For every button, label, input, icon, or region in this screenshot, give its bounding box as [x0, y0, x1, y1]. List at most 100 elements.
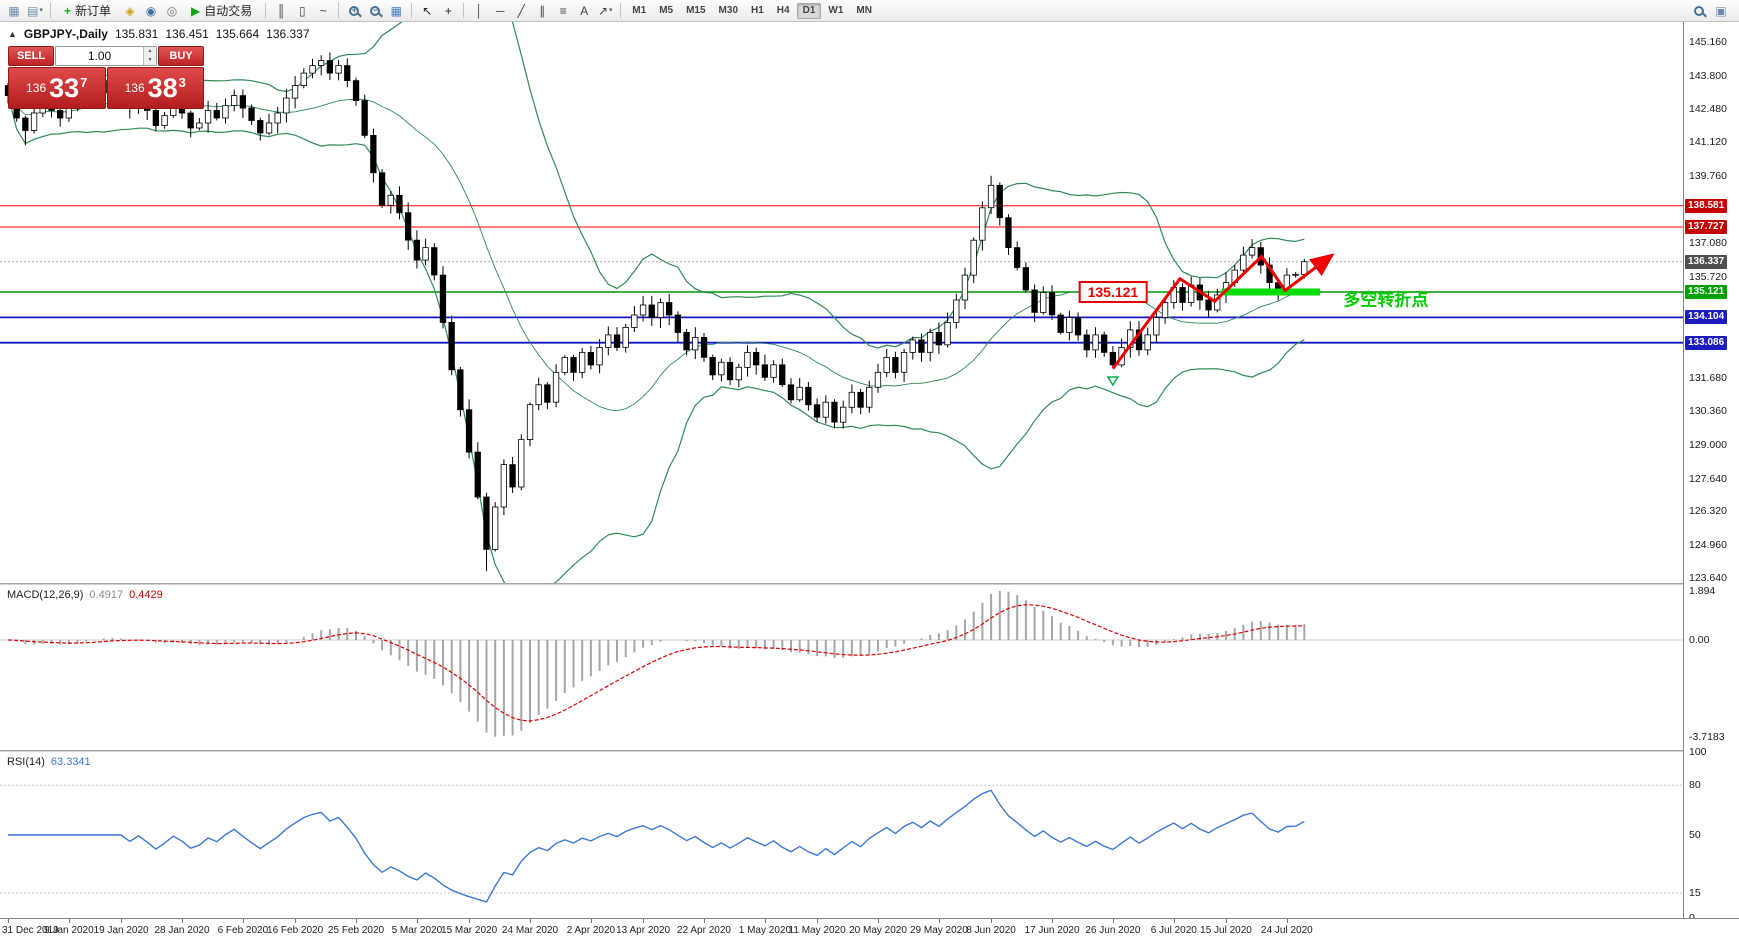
date-tick — [1052, 919, 1053, 923]
tile-windows-icon[interactable]: ▦ — [390, 3, 402, 18]
new-window-icon[interactable]: ▣ — [1715, 3, 1727, 18]
sell-price-button[interactable]: 136 33 7 — [8, 67, 106, 109]
new-chart-icon[interactable]: ▦ — [8, 3, 20, 18]
new-order-button[interactable]: + 新订单 — [64, 3, 112, 19]
rsi-axis-label: 50 — [1689, 829, 1701, 841]
rsi-value: 63.3341 — [50, 756, 91, 768]
macd-signal-line — [7, 604, 1305, 722]
rsi-axis-label: 15 — [1689, 887, 1701, 900]
date-label: 31 Dec 2019 — [2, 925, 59, 936]
date-tick — [1112, 919, 1114, 923]
date-axis[interactable]: 31 Dec 2019 9 Jan 2020 19 Jan 2020 28 Jan 2… — [0, 918, 1739, 942]
text-tool-icon[interactable]: A — [580, 3, 589, 18]
price-tick-label: 135.720 — [1689, 271, 1727, 284]
timeframe-mn[interactable]: MN — [856, 4, 872, 16]
search-icon[interactable] — [1689, 1, 1709, 20]
macd-name: MACD(12,26,9) — [7, 589, 84, 601]
arrows-tool-icon[interactable]: ↗ ▾ — [597, 3, 613, 18]
buy-price-prefix: 136 — [124, 81, 145, 95]
fibonacci-tool-icon[interactable]: ≡ — [559, 3, 567, 18]
line-chart-mode-icon[interactable]: ~ — [319, 3, 327, 18]
date-label: 22 Apr 2020 — [677, 925, 731, 936]
date-label: 6 Feb 2020 — [217, 925, 269, 936]
bar-chart-mode-icon[interactable]: ║ — [277, 3, 286, 18]
vertical-line-tool-icon[interactable]: │ — [475, 3, 484, 18]
market-watch-icon[interactable]: ◈ — [125, 3, 135, 18]
date-tick — [817, 919, 819, 923]
support-price-label[interactable]: 135.121 — [1078, 281, 1148, 303]
price-axis[interactable]: 145.160 143.800 142.480 141.120 139.760 137.0… — [1683, 22, 1739, 924]
rsi-name: RSI(14) — [7, 756, 45, 768]
date-label: 19 Jan 2020 — [93, 925, 149, 936]
zoom-in-icon[interactable]: + — [344, 1, 364, 20]
timeframe-m1[interactable]: M1 — [632, 4, 647, 16]
date-label: 15 Mar 2020 — [441, 925, 498, 936]
chart-title: ▲ GBPJPY-,Daily 135.831 136.451 135.664 … — [8, 27, 310, 41]
rsi-canvas[interactable] — [0, 752, 1683, 918]
date-tick — [68, 919, 70, 923]
horizontal-line-tool-icon[interactable]: ─ — [496, 3, 505, 18]
date-tick — [764, 919, 766, 923]
timeframe-m15[interactable]: M15 — [686, 4, 706, 16]
date-label: 1 May 2020 — [738, 925, 792, 936]
sell-button[interactable]: SELL — [8, 46, 54, 66]
macd-axis-label: -3.7183 — [1689, 730, 1725, 743]
ohlc-close: 136.337 — [266, 27, 310, 41]
equidistant-channel-tool-icon[interactable]: ∥ — [539, 3, 546, 18]
volume-field[interactable]: 1.00 ▲ ▼ — [55, 46, 157, 66]
horizontal-lines[interactable] — [0, 205, 1683, 344]
profiles-icon[interactable]: ▤ ▾ — [27, 3, 43, 18]
macd-value: 0.4917 — [89, 589, 124, 601]
date-tick — [938, 919, 940, 923]
main-chart[interactable] — [0, 22, 1683, 583]
date-label: 2 Apr 2020 — [566, 925, 616, 936]
toolbar-separator — [411, 3, 413, 18]
date-tick — [469, 919, 471, 923]
macd-panel[interactable] — [0, 585, 1683, 750]
timeframe-m30[interactable]: M30 — [718, 4, 738, 16]
turning-point-text[interactable]: 多空转折点 — [1343, 290, 1429, 309]
date-label: 29 May 2020 — [909, 925, 968, 936]
buy-price-button[interactable]: 136 38 3 — [106, 67, 204, 109]
panel-separator[interactable] — [0, 583, 1739, 585]
date-label: 15 Jul 2020 — [1200, 925, 1252, 936]
sell-price-big: 33 — [49, 72, 80, 103]
zoom-out-icon[interactable]: − — [365, 1, 385, 20]
trendline-tool-icon[interactable]: ╱ — [517, 3, 525, 18]
macd-canvas[interactable] — [0, 585, 1683, 750]
volume-value[interactable]: 1.00 — [87, 49, 112, 63]
main-chart-canvas[interactable] — [0, 22, 1683, 583]
rsi-label: RSI(14) 63.3341 — [7, 756, 91, 768]
one-click-trading-toggle-icon[interactable]: ▲ — [8, 29, 17, 39]
date-tick — [530, 919, 531, 923]
price-badge: 134.104 — [1685, 310, 1728, 325]
cursor-icon[interactable]: ↖ — [422, 3, 433, 18]
timeframe-h1[interactable]: H1 — [751, 4, 764, 16]
trend-zigzag-annotation[interactable] — [1111, 253, 1335, 370]
timeframe-h4[interactable]: H4 — [776, 4, 790, 16]
date-tick — [8, 919, 9, 923]
terminal-icon[interactable]: ◎ — [166, 3, 178, 18]
rsi-line — [8, 789, 1305, 903]
price-tick-label: 145.160 — [1689, 35, 1727, 48]
rsi-panel[interactable] — [0, 752, 1683, 918]
crosshair-icon[interactable]: + — [444, 3, 452, 18]
candlestick-mode-icon[interactable]: ▯ — [298, 3, 306, 18]
rsi-axis-label: 100 — [1689, 746, 1707, 758]
volume-increase-button[interactable]: ▲ — [144, 47, 156, 56]
toolbar-separator — [50, 3, 51, 18]
navigator-icon[interactable]: ◉ — [145, 3, 157, 18]
timeframe-d1[interactable]: D1 — [796, 2, 822, 19]
date-label: 11 May 2020 — [788, 925, 846, 936]
rsi-axis-label: 80 — [1689, 779, 1701, 792]
price-tick-label: 143.800 — [1689, 69, 1727, 82]
buy-button[interactable]: BUY — [158, 46, 204, 66]
entry-arrow-marker-icon[interactable] — [1106, 376, 1120, 387]
volume-decrease-button[interactable]: ▼ — [144, 56, 156, 65]
timeframe-m5[interactable]: M5 — [659, 4, 674, 16]
toolbar-left: ▦ ▤ ▾ + 新订单 ◈ ◉ ◎ ▶ 自动交易 ║ ▯ ~ + − ▦ ↖ + │ ─ ╱ ∥ ≡ A ↗ ▾ M1 M5 M15 M3… — [4, 1, 878, 20]
timeframe-w1[interactable]: W1 — [828, 4, 844, 16]
auto-trading-button[interactable]: ▶ 自动交易 — [191, 3, 253, 19]
panel-separator[interactable] — [0, 750, 1739, 752]
date-tick — [704, 919, 705, 923]
